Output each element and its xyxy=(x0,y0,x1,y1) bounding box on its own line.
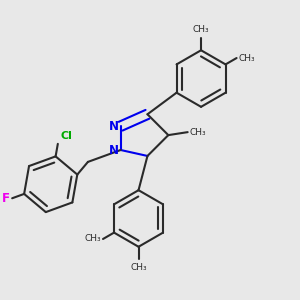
Text: Cl: Cl xyxy=(61,131,73,141)
Text: CH₃: CH₃ xyxy=(238,53,255,62)
Text: CH₃: CH₃ xyxy=(85,235,101,244)
Text: F: F xyxy=(2,192,10,205)
Text: CH₃: CH₃ xyxy=(189,128,206,136)
Text: N: N xyxy=(109,143,119,157)
Text: CH₃: CH₃ xyxy=(130,263,147,272)
Text: CH₃: CH₃ xyxy=(193,25,209,34)
Text: N: N xyxy=(109,120,119,133)
